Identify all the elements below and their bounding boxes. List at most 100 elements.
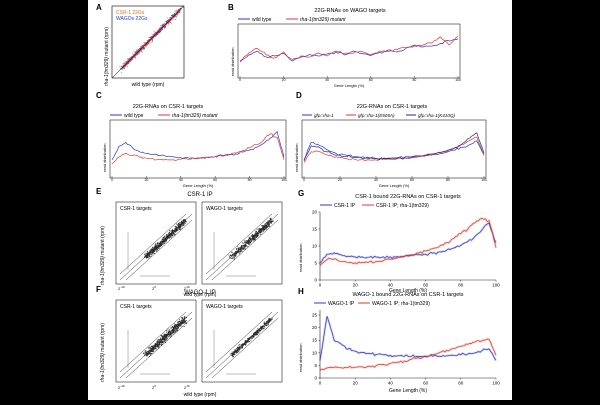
panel-c-ylabel: read distribution bbox=[102, 144, 107, 172]
scatter-point bbox=[232, 253, 234, 255]
scatter-point bbox=[249, 243, 250, 245]
scatter-point bbox=[256, 232, 258, 233]
scatter-point bbox=[160, 334, 162, 336]
scatter-point bbox=[164, 240, 166, 242]
scatter-point bbox=[184, 222, 186, 224]
scatter-point bbox=[154, 250, 155, 252]
series-line-2 bbox=[303, 132, 485, 162]
scatter-point bbox=[229, 353, 231, 355]
scatter-point bbox=[154, 348, 156, 350]
scatter-point bbox=[234, 350, 236, 352]
scatter-point bbox=[173, 325, 175, 327]
scatter-point bbox=[164, 239, 166, 241]
scatter-point bbox=[182, 225, 183, 227]
scatter-point bbox=[169, 236, 170, 238]
scatter-point bbox=[120, 71, 123, 74]
scatter-point bbox=[250, 336, 252, 338]
scatter-point bbox=[172, 328, 173, 330]
scatter-point bbox=[250, 337, 252, 339]
scatter-point bbox=[176, 229, 177, 231]
scatter-point bbox=[248, 236, 250, 238]
scatter-point bbox=[157, 246, 159, 248]
scatter-point bbox=[252, 239, 254, 240]
scatter-point bbox=[119, 65, 121, 67]
scatter-point bbox=[247, 241, 249, 243]
scatter-point bbox=[180, 225, 182, 227]
scatter-point bbox=[180, 322, 182, 324]
scatter-point bbox=[256, 232, 258, 234]
scatter-point bbox=[168, 233, 169, 235]
diagonal-line-upper bbox=[119, 213, 187, 275]
scatter-point bbox=[174, 327, 176, 329]
scatter-point bbox=[260, 231, 261, 233]
y-tick-label: 15 bbox=[312, 227, 318, 232]
series-band-0 bbox=[318, 315, 497, 361]
scatter-point bbox=[263, 226, 265, 228]
scatter-point bbox=[250, 237, 252, 239]
scatter-point bbox=[170, 328, 172, 330]
scatter-point bbox=[154, 344, 156, 346]
scatter-point bbox=[170, 332, 172, 334]
panel-e-right-scatter bbox=[205, 213, 279, 281]
scatter-point bbox=[242, 344, 244, 346]
scatter-point bbox=[156, 345, 158, 347]
scatter-point bbox=[242, 248, 243, 250]
scatter-point bbox=[238, 249, 239, 251]
scatter-point bbox=[258, 233, 260, 235]
scatter-point bbox=[181, 6, 183, 8]
x-tick-label: 40 bbox=[325, 78, 329, 82]
scatter-point bbox=[246, 245, 248, 247]
scatter-point bbox=[266, 226, 268, 228]
scatter-point bbox=[241, 245, 243, 246]
scatter-point bbox=[249, 337, 251, 339]
scatter-point bbox=[124, 61, 126, 63]
scatter-point bbox=[263, 327, 265, 329]
scatter-point bbox=[254, 233, 256, 235]
scatter-point bbox=[262, 231, 264, 233]
y-tick-label: 0 bbox=[314, 278, 317, 283]
scatter-point bbox=[162, 27, 164, 29]
scatter-point bbox=[238, 249, 240, 251]
panel-b-title: 22G-RNAs on WAGO targets bbox=[314, 8, 386, 14]
panel-e-xtick-low-base: 2 bbox=[118, 286, 121, 291]
scatter-point bbox=[169, 333, 171, 335]
scatter-point bbox=[244, 247, 245, 249]
panel-f-ylabel: rha-1(tm329) mutant (rpm) bbox=[100, 323, 106, 382]
y-tick-label: 10 bbox=[312, 350, 318, 355]
scatter-point bbox=[167, 20, 169, 22]
scatter-point bbox=[149, 351, 151, 353]
scatter-point bbox=[253, 333, 255, 335]
scatter-point bbox=[245, 245, 247, 247]
x-tick-label: 80 bbox=[412, 78, 416, 82]
scatter-point bbox=[252, 336, 254, 337]
scatter-point bbox=[231, 351, 233, 353]
scatter-point bbox=[240, 245, 242, 247]
scatter-point bbox=[261, 327, 263, 329]
scatter-point bbox=[155, 245, 156, 246]
scatter-point bbox=[248, 239, 250, 241]
scatter-point bbox=[254, 334, 255, 336]
scatter-point bbox=[166, 238, 168, 239]
scatter-point bbox=[268, 319, 270, 321]
scatter-point bbox=[156, 249, 158, 251]
scatter-point bbox=[254, 238, 256, 240]
scatter-point bbox=[167, 330, 169, 332]
scatter-point bbox=[158, 342, 160, 344]
scatter-point bbox=[237, 348, 239, 350]
scatter-point bbox=[244, 246, 246, 248]
scatter-point bbox=[184, 320, 186, 322]
scatter-point bbox=[252, 335, 254, 337]
scatter-point bbox=[147, 253, 148, 255]
scatter-point bbox=[238, 349, 240, 350]
panel-e-xtick-low: 2-10 bbox=[118, 285, 125, 291]
scatter-point bbox=[235, 351, 237, 353]
scatter-point bbox=[161, 241, 163, 243]
scatter-point bbox=[244, 248, 246, 250]
x-tick-label: 80 bbox=[458, 283, 464, 288]
scatter-point bbox=[235, 254, 237, 256]
panel-c-title: 22G-RNAs on CSR-1 targets bbox=[133, 104, 204, 110]
scatter-point bbox=[122, 68, 124, 70]
scatter-point bbox=[161, 244, 163, 245]
scatter-point bbox=[174, 323, 176, 325]
scatter-point bbox=[257, 228, 259, 230]
